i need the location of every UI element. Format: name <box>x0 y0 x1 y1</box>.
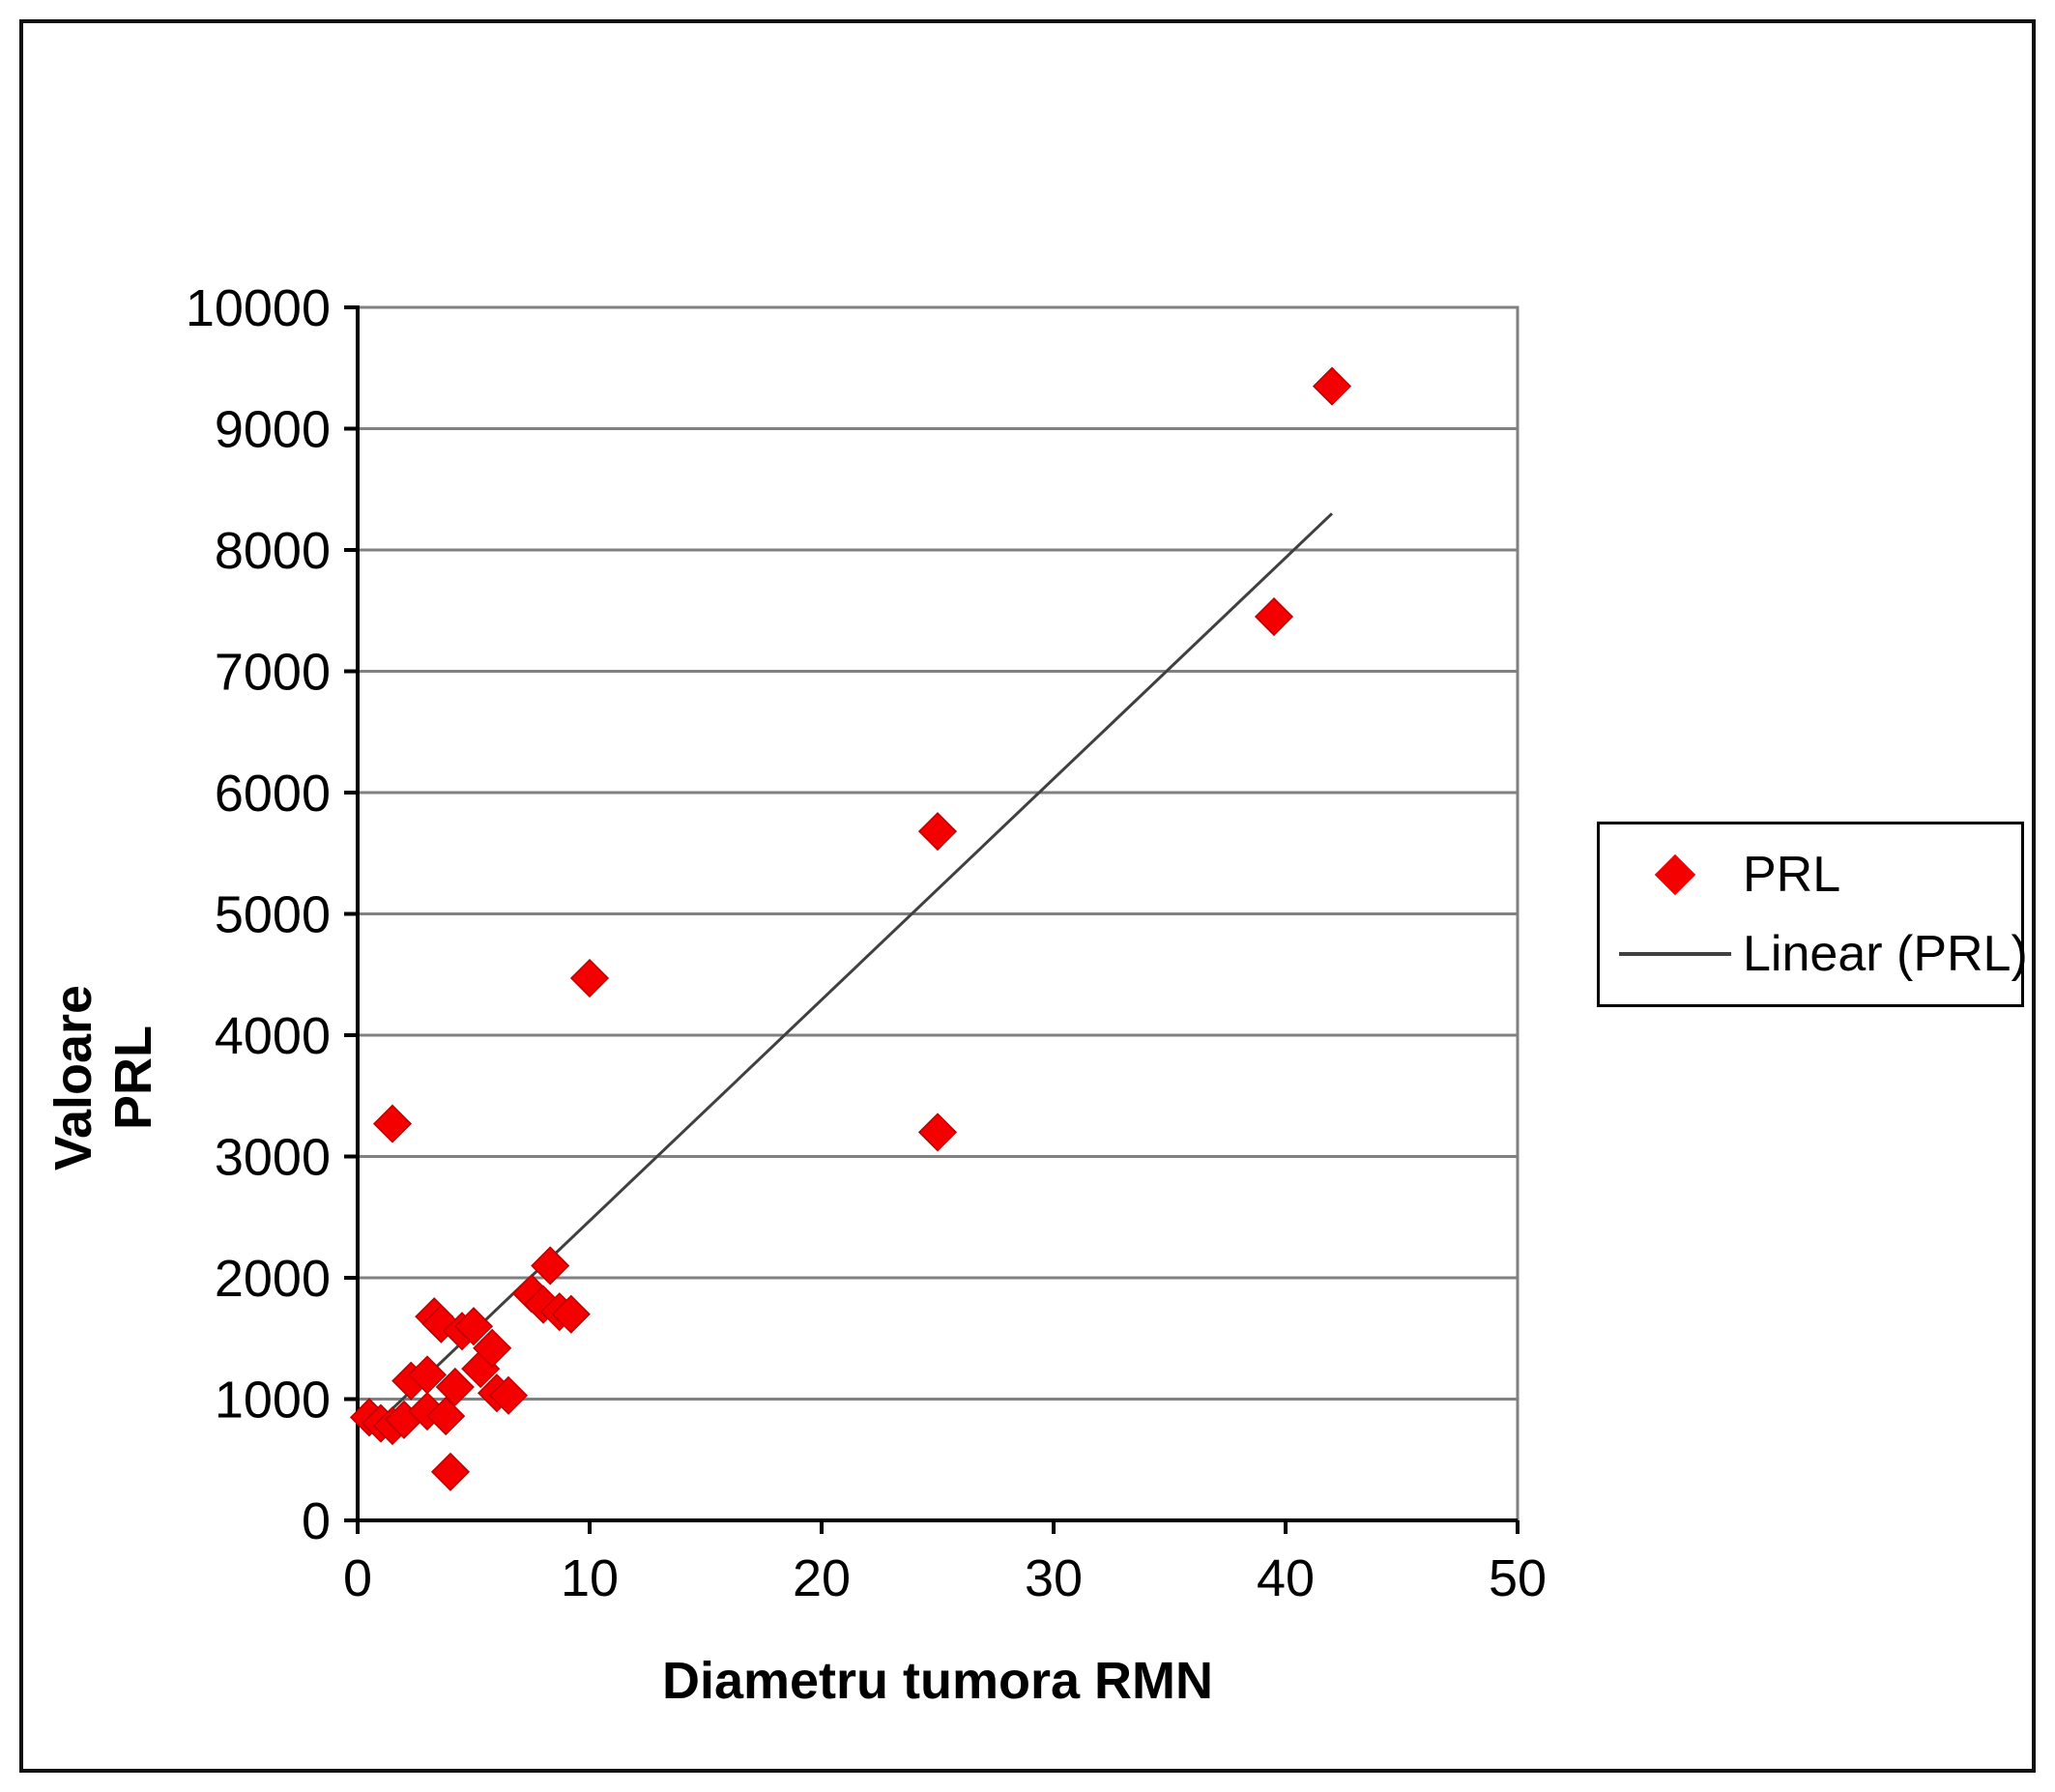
prl-diamond-marker-icon <box>1654 853 1696 896</box>
svg-text:30: 30 <box>1025 1549 1083 1607</box>
svg-text:2000: 2000 <box>215 1250 331 1308</box>
legend-label-prl: PRL <box>1743 847 1841 903</box>
svg-text:0: 0 <box>302 1492 331 1550</box>
x-axis-title: Diametru tumora RMN <box>661 1652 1214 1710</box>
svg-text:8000: 8000 <box>215 522 331 580</box>
svg-text:5000: 5000 <box>215 886 331 944</box>
svg-text:10: 10 <box>561 1549 619 1607</box>
svg-text:10000: 10000 <box>186 279 331 337</box>
svg-text:4000: 4000 <box>215 1007 331 1065</box>
legend-label-linear-prl: Linear (PRL) <box>1743 926 2028 982</box>
svg-text:0: 0 <box>343 1549 372 1607</box>
linear-line-marker-icon <box>1619 952 1731 956</box>
legend-item-linear-prl: Linear (PRL) <box>1615 925 2028 983</box>
legend: PRL Linear (PRL) <box>1597 822 2028 1007</box>
svg-text:1000: 1000 <box>215 1372 331 1430</box>
y-axis-title-line1: Valoare <box>44 984 102 1171</box>
svg-text:6000: 6000 <box>215 765 331 823</box>
y-axis-title-line2: PRL <box>104 1026 162 1130</box>
legend-marker-box <box>1615 952 1735 956</box>
legend-item-prl: PRL <box>1615 846 2021 904</box>
svg-text:7000: 7000 <box>215 644 331 702</box>
svg-text:9000: 9000 <box>215 401 331 459</box>
y-axis-title: Valoare PRL <box>43 880 169 1276</box>
legend-marker-box <box>1615 853 1735 896</box>
svg-text:20: 20 <box>793 1549 851 1607</box>
svg-text:3000: 3000 <box>215 1129 331 1187</box>
svg-text:50: 50 <box>1489 1549 1547 1607</box>
svg-text:40: 40 <box>1257 1549 1315 1607</box>
